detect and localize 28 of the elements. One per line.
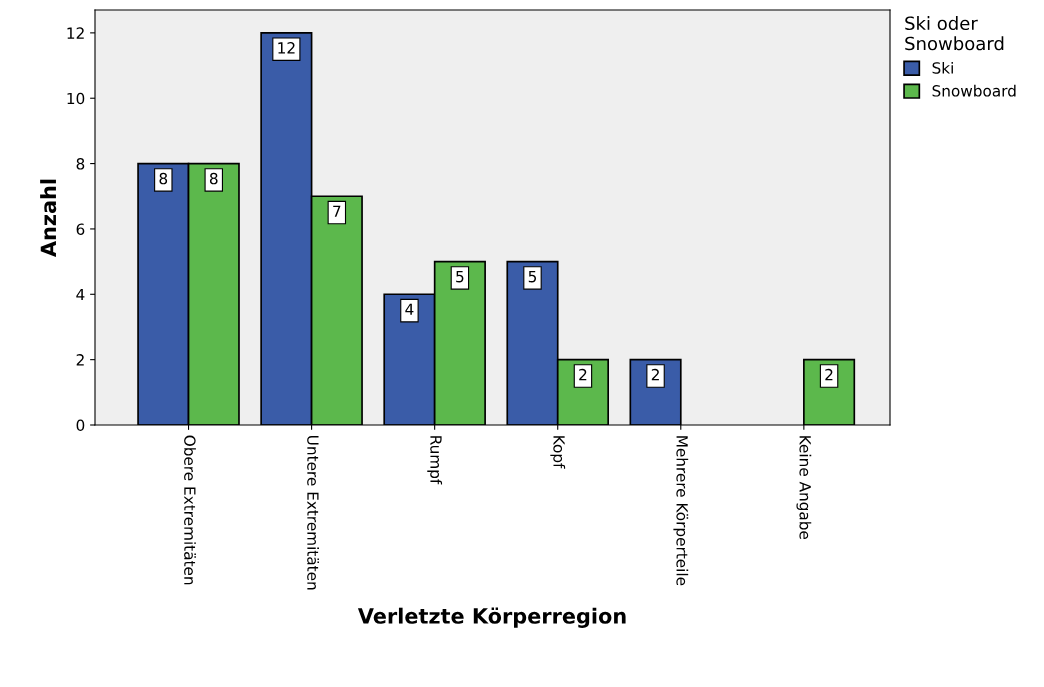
- data-label: 5: [456, 271, 464, 283]
- x-tick-label: Keine Angabe: [796, 436, 812, 540]
- data-label: 4: [405, 303, 414, 315]
- data-label: 8: [159, 172, 168, 185]
- x-axis-title: Verletzte Körperregion: [357, 607, 626, 629]
- data-label: 7: [333, 205, 341, 217]
- data-label: 2: [651, 368, 659, 381]
- y-tick-label: 2: [76, 354, 84, 366]
- y-tick-label: 12: [67, 27, 84, 39]
- x-tick-label: Kopf: [550, 436, 566, 469]
- x-tick-label: Obere Extremitäten: [184, 435, 196, 585]
- data-label: 12: [278, 42, 295, 54]
- y-tick-label: 4: [76, 288, 85, 301]
- legend-label: Snowboard: [932, 84, 1016, 97]
- x-tick-label: Mehrere Körperteile: [673, 436, 689, 586]
- legend-label: Ski: [932, 61, 953, 74]
- x-tick-label: Untere Extremitäten: [307, 436, 319, 590]
- y-tick-label: 0: [76, 419, 85, 432]
- data-label: 2: [579, 368, 587, 381]
- y-tick-label: 10: [67, 92, 85, 105]
- data-label: 8: [209, 172, 218, 185]
- data-label: 2: [825, 368, 833, 381]
- y-tick-label: 6: [76, 223, 85, 235]
- y-tick-label: 8: [76, 158, 85, 170]
- x-tick-label: Rumpf: [427, 436, 443, 485]
- legend-title: Ski oder Snowboard: [905, 16, 1004, 51]
- y-axis-title: Anzahl: [40, 179, 57, 257]
- data-label: 5: [528, 271, 537, 283]
